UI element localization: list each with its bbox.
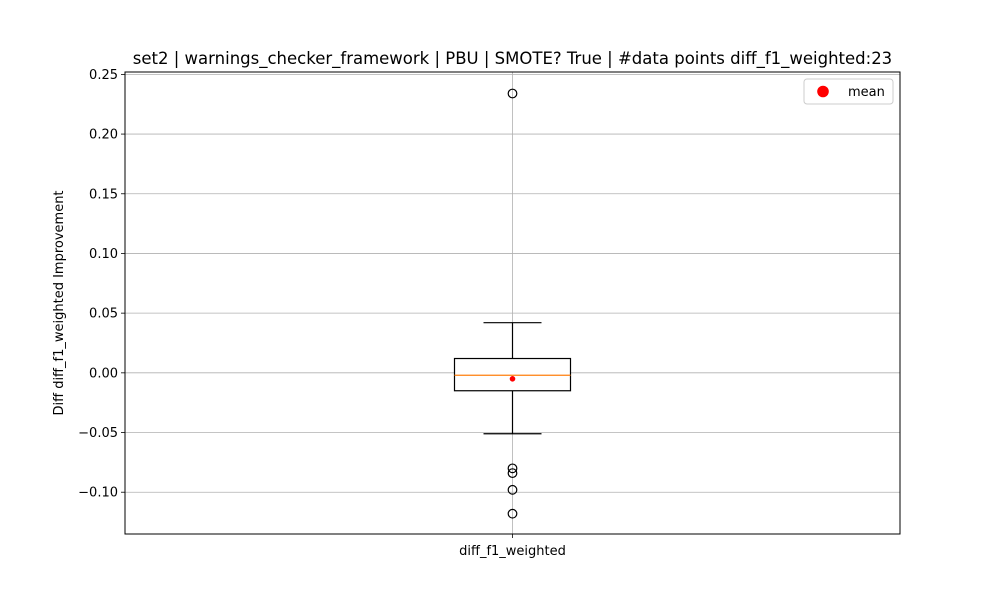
- mean-marker: [509, 376, 516, 382]
- y-tick-label: 0.25: [89, 68, 118, 83]
- y-tick-label: 0.05: [89, 307, 118, 322]
- plot-frame: [124, 71, 901, 535]
- x-tick-label: diff_f1_weighted: [459, 544, 566, 559]
- y-axis: −0.10 −0.05 0.00 0.05 0.10 0.15 0.20 0.25: [78, 68, 125, 501]
- y-tick-label: 0.20: [89, 128, 118, 143]
- box-layer: [453, 88, 572, 519]
- outlier-point: [507, 484, 518, 495]
- x-axis: diff_f1_weighted: [459, 534, 566, 559]
- y-tick-label: −0.10: [78, 486, 118, 501]
- legend-box: [803, 78, 894, 105]
- chart-title: set2 | warnings_checker_framework | PBU …: [133, 49, 892, 69]
- outlier-point: [507, 463, 518, 474]
- y-tick-label: −0.05: [78, 426, 118, 441]
- y-tick-label: 0.00: [89, 366, 118, 381]
- y-tick-label: 0.10: [89, 247, 118, 262]
- legend-label: mean: [848, 85, 885, 100]
- y-axis-label: Diff diff_f1_weighted Improvement: [52, 190, 67, 415]
- legend-mean-marker: [817, 85, 829, 98]
- legend: mean: [803, 78, 894, 105]
- outlier-point: [507, 508, 518, 519]
- y-tick-label: 0.15: [89, 187, 118, 202]
- outlier-point: [507, 468, 518, 479]
- outlier-point: [507, 88, 518, 99]
